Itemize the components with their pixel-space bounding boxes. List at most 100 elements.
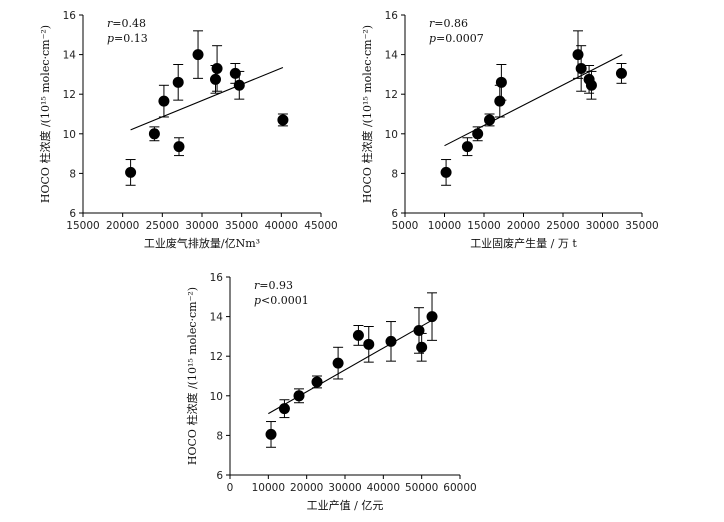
p-annotation: p=0.0007 bbox=[429, 32, 484, 45]
x-axis-label: 工业废气排放量/亿Nm³ bbox=[144, 236, 260, 250]
x-tick-label: 20000 bbox=[290, 482, 323, 494]
x-tick-label: 5000 bbox=[392, 220, 419, 232]
y-tick-label: 12 bbox=[385, 89, 398, 101]
y-tick-label: 8 bbox=[391, 168, 398, 180]
data-point bbox=[125, 166, 137, 178]
y-tick-label: 6 bbox=[69, 208, 76, 220]
x-axis-label: 工业产值 / 亿元 bbox=[307, 498, 384, 512]
y-tick-label: 12 bbox=[210, 351, 223, 363]
y-tick-label: 10 bbox=[385, 129, 398, 141]
p-annotation: p<0.0001 bbox=[254, 294, 309, 307]
data-point bbox=[426, 311, 438, 323]
x-tick-label: 20000 bbox=[507, 220, 540, 232]
data-point bbox=[192, 49, 204, 61]
y-tick-label: 6 bbox=[391, 208, 398, 220]
x-tick-label: 15000 bbox=[66, 220, 99, 232]
data-point bbox=[413, 324, 425, 336]
data-point bbox=[363, 338, 375, 350]
scatter-panel-2: 5000 10000 15000 20000 25000 30000 35000 6 8 10 12… bbox=[360, 10, 659, 250]
r-annotation: r=0.93 bbox=[254, 279, 293, 292]
x-tick-label: 20000 bbox=[106, 220, 139, 232]
data-point bbox=[211, 62, 223, 74]
data-point bbox=[472, 128, 484, 140]
data-point bbox=[209, 73, 221, 85]
y-axis-label: HOCO 柱浓度 /(10¹⁵ molec·cm⁻²) bbox=[185, 287, 199, 465]
y-tick-label: 14 bbox=[210, 312, 224, 324]
y-tick-label: 14 bbox=[63, 50, 77, 62]
x-tick-label: 25000 bbox=[146, 220, 179, 232]
data-point bbox=[440, 166, 452, 178]
x-tick-label: 60000 bbox=[443, 482, 476, 494]
data-point bbox=[572, 49, 584, 61]
y-tick-label: 12 bbox=[63, 89, 76, 101]
y-axis-label: HOCO 柱浓度 /(10¹⁵ molec·cm⁻²) bbox=[38, 25, 52, 203]
data-point bbox=[293, 390, 305, 402]
r-symbol: r bbox=[254, 279, 260, 292]
data-point bbox=[461, 141, 473, 153]
y-tick-label: 10 bbox=[210, 391, 223, 403]
x-tick-label: 30000 bbox=[586, 220, 619, 232]
y-tick-label: 14 bbox=[385, 50, 399, 62]
data-point bbox=[229, 67, 241, 79]
r-value: =0.86 bbox=[434, 17, 468, 30]
data-point bbox=[265, 428, 277, 440]
scatter-panel-1: 15000 20000 25000 30000 35000 40000 45000 6 8 10 1… bbox=[38, 10, 338, 250]
data-point bbox=[416, 341, 428, 353]
data-point bbox=[494, 95, 506, 107]
p-value: <0.0001 bbox=[261, 294, 309, 307]
x-tick-label: 30000 bbox=[328, 482, 361, 494]
x-tick-label: 40000 bbox=[265, 220, 298, 232]
p-annotation: p=0.13 bbox=[107, 32, 148, 45]
data-point bbox=[158, 95, 170, 107]
data-point bbox=[575, 62, 587, 74]
r-value: =0.93 bbox=[259, 279, 293, 292]
data-point bbox=[148, 128, 160, 140]
scatter-panel-3: 0 10000 20000 30000 40000 50000 60000 6 8 10 12 14 1… bbox=[185, 272, 477, 512]
x-tick-label: 10000 bbox=[428, 220, 461, 232]
y-tick-label: 6 bbox=[216, 470, 223, 482]
regression-line bbox=[444, 54, 623, 147]
p-symbol: p bbox=[107, 32, 114, 45]
data-point bbox=[332, 357, 344, 369]
x-tick-label: 10000 bbox=[252, 482, 285, 494]
x-tick-label: 40000 bbox=[367, 482, 400, 494]
regression-line bbox=[268, 319, 434, 415]
y-tick-label: 16 bbox=[210, 272, 224, 284]
x-tick-label: 35000 bbox=[625, 220, 658, 232]
p-symbol: p bbox=[254, 294, 261, 307]
data-point bbox=[495, 76, 507, 88]
data-point bbox=[311, 376, 323, 388]
y-tick-label: 16 bbox=[63, 10, 77, 22]
x-tick-label: 45000 bbox=[304, 220, 337, 232]
x-tick-label: 50000 bbox=[405, 482, 438, 494]
y-axis-label: HOCO 柱浓度 /(10¹⁵ molec·cm⁻²) bbox=[360, 25, 374, 203]
data-point bbox=[277, 114, 289, 126]
data-point bbox=[233, 79, 245, 91]
r-symbol: r bbox=[429, 17, 435, 30]
y-tick-label: 8 bbox=[216, 430, 223, 442]
x-tick-label: 15000 bbox=[467, 220, 500, 232]
r-annotation: r=0.48 bbox=[107, 17, 146, 30]
r-annotation: r=0.86 bbox=[429, 17, 468, 30]
data-point bbox=[615, 67, 627, 79]
data-point bbox=[484, 114, 496, 126]
data-point bbox=[585, 79, 597, 91]
y-tick-label: 16 bbox=[385, 10, 399, 22]
y-tick-label: 10 bbox=[63, 129, 76, 141]
x-tick-label: 35000 bbox=[225, 220, 258, 232]
r-symbol: r bbox=[107, 17, 113, 30]
data-point bbox=[173, 141, 185, 153]
data-point bbox=[172, 76, 184, 88]
p-value: =0.13 bbox=[114, 32, 148, 45]
p-symbol: p bbox=[429, 32, 436, 45]
r-value: =0.48 bbox=[112, 17, 146, 30]
x-tick-label: 0 bbox=[227, 482, 234, 494]
data-point bbox=[278, 403, 290, 415]
p-value: =0.0007 bbox=[436, 32, 484, 45]
regression-line bbox=[130, 66, 284, 131]
x-tick-label: 30000 bbox=[185, 220, 218, 232]
y-tick-label: 8 bbox=[69, 168, 76, 180]
data-point bbox=[385, 335, 397, 347]
x-axis-label: 工业固废产生量 / 万 t bbox=[470, 236, 577, 250]
